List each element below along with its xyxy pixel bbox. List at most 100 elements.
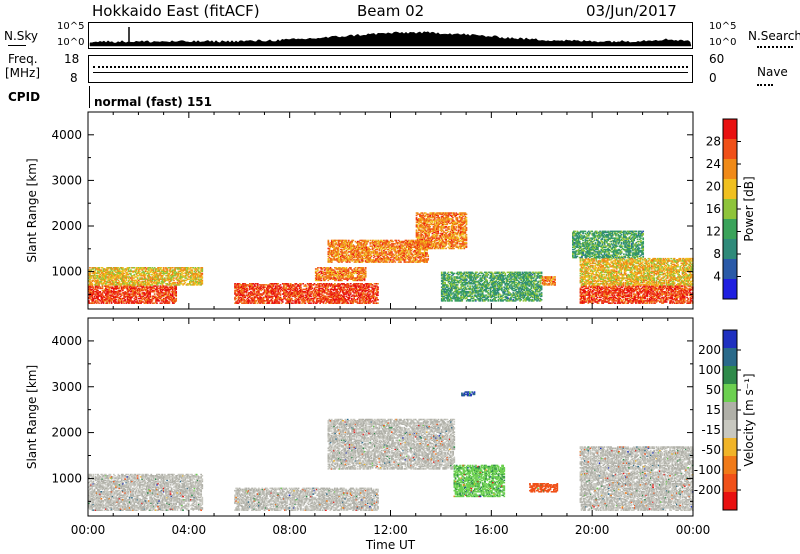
heatmap-cell [243, 288, 246, 291]
heatmap-cell [377, 299, 379, 301]
heatmap-cell [185, 269, 188, 271]
heatmap-cell [154, 285, 157, 287]
heatmap-cell [302, 300, 305, 302]
heatmap-cell [111, 277, 114, 279]
heatmap-cell [304, 297, 307, 300]
heatmap-cell [185, 273, 188, 276]
heatmap-cell [183, 267, 186, 269]
power-region-2 [234, 283, 379, 304]
heatmap-cell [159, 285, 162, 287]
heatmap-cell [296, 289, 299, 292]
heatmap-cell [267, 302, 269, 304]
heatmap-cell [141, 269, 144, 271]
heatmap-cell [273, 288, 276, 291]
heatmap-cell [107, 288, 110, 291]
heatmap-cell [88, 275, 90, 277]
heatmap-cell [171, 267, 174, 269]
heatmap-cell [293, 292, 295, 294]
freq-unit: [MHz] [5, 67, 40, 79]
heatmap-cell [332, 293, 335, 295]
heatmap-cell [94, 279, 97, 282]
heatmap-cell [194, 276, 197, 278]
heatmap-cell [237, 296, 240, 299]
heatmap-cell [115, 281, 117, 284]
heatmap-cell [300, 287, 302, 290]
heatmap-cell [153, 267, 156, 269]
heatmap-cell [159, 268, 162, 270]
heatmap-cell [251, 288, 253, 291]
heatmap-cell [280, 286, 283, 288]
heatmap-cell [171, 299, 174, 301]
heatmap-cell [192, 273, 195, 276]
heatmap-cell [109, 299, 112, 301]
heatmap-cell [235, 295, 238, 298]
heatmap-cell [263, 286, 266, 288]
heatmap-cell [270, 292, 273, 294]
heatmap-cell [171, 271, 174, 274]
heatmap-cell [298, 301, 301, 303]
heatmap-cell [105, 280, 107, 283]
heatmap-cell [319, 299, 322, 301]
heatmap-cell [349, 292, 352, 294]
heatmap-cell [111, 271, 114, 274]
heatmap-cell [158, 294, 161, 296]
heatmap-cell [259, 302, 261, 304]
heatmap-cell [165, 272, 167, 275]
heatmap-cell [97, 297, 99, 300]
heatmap-cell [126, 292, 129, 294]
heatmap-cell [142, 267, 145, 269]
heatmap-cell [174, 270, 176, 273]
heatmap-cell [110, 271, 113, 274]
heatmap-cell [142, 283, 145, 285]
heatmap-cell [177, 283, 180, 285]
heatmap-cell [150, 288, 153, 291]
heatmap-cell [170, 270, 173, 273]
heatmap-cell [151, 283, 154, 285]
heatmap-cell [157, 267, 159, 269]
heatmap-cell [294, 300, 297, 302]
heatmap-cell [122, 275, 124, 277]
heatmap-cell [168, 277, 171, 279]
heatmap-cell [159, 302, 162, 304]
heatmap-cell [264, 289, 267, 292]
heatmap-cell [175, 278, 178, 280]
heatmap-cell [252, 293, 255, 295]
heatmap-cell [153, 287, 156, 290]
heatmap-cell [122, 269, 124, 271]
heatmap-cell [178, 283, 181, 285]
heatmap-cell [169, 270, 172, 273]
heatmap-cell [89, 302, 91, 304]
heatmap-cell [126, 301, 129, 303]
heatmap-cell [143, 296, 146, 299]
heatmap-cell [322, 296, 325, 299]
heatmap-cell [306, 299, 309, 301]
heatmap-cell [300, 288, 302, 291]
heatmap-cell [242, 297, 244, 300]
heatmap-cell [113, 273, 115, 276]
heatmap-cell [286, 297, 289, 300]
heatmap-cell [136, 289, 139, 292]
heatmap-cell [336, 295, 339, 298]
heatmap-cell [132, 281, 134, 284]
heatmap-cell [113, 291, 115, 293]
heatmap-cell [131, 275, 133, 277]
heatmap-cell [174, 293, 176, 295]
heatmap-cell [271, 289, 274, 292]
heatmap-cell [276, 286, 278, 288]
heatmap-cell [284, 284, 286, 286]
heatmap-cell [326, 300, 328, 302]
heatmap-cell [165, 293, 167, 295]
heatmap-cell [194, 277, 197, 279]
heatmap-cell [97, 283, 99, 285]
heatmap-cell [245, 299, 248, 301]
heatmap-cell [179, 268, 182, 270]
heatmap-cell [109, 268, 112, 270]
heatmap-cell [170, 277, 173, 279]
date-label: 03/Jun/2017 [586, 4, 677, 19]
heatmap-cell [89, 271, 91, 274]
heatmap-cell [149, 302, 152, 304]
heatmap-cell [296, 285, 299, 287]
heatmap-cell [303, 300, 306, 302]
heatmap-cell [110, 272, 113, 275]
heatmap-cell [153, 275, 156, 277]
